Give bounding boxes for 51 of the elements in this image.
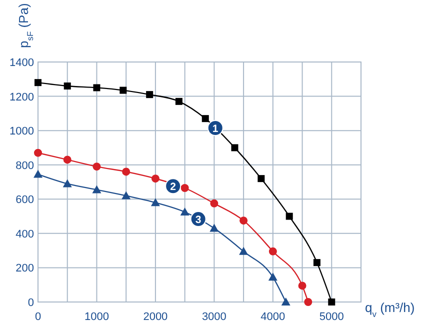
point xyxy=(180,208,190,216)
point xyxy=(63,156,72,164)
point xyxy=(122,168,130,176)
y-tick-label: 800 xyxy=(16,160,34,172)
x-tick-label: 0 xyxy=(34,311,42,323)
y-tick-label: 400 xyxy=(16,228,34,240)
point xyxy=(151,174,160,183)
point xyxy=(92,185,102,194)
point xyxy=(258,175,265,182)
x-tick-label: 1000 xyxy=(84,311,109,323)
x-tick-label: 5000 xyxy=(319,311,344,323)
point xyxy=(175,98,182,105)
x-tick-label: 4000 xyxy=(260,311,286,323)
point xyxy=(268,247,277,256)
y-tick-label: 1000 xyxy=(10,126,34,138)
point xyxy=(210,199,218,208)
y-tick-label: 1400 xyxy=(10,57,34,69)
point xyxy=(239,246,248,255)
point xyxy=(120,86,127,94)
point xyxy=(304,298,312,306)
point xyxy=(313,259,320,266)
point xyxy=(93,84,100,92)
point xyxy=(298,282,306,290)
point xyxy=(202,115,209,122)
y-tick-label: 600 xyxy=(16,194,34,206)
annotation: 2 xyxy=(170,180,176,193)
x-tick-label: 2000 xyxy=(143,311,168,323)
y-tick-label: 0 xyxy=(28,297,34,309)
point xyxy=(328,298,336,306)
point xyxy=(34,148,42,157)
x-tick-label: 3000 xyxy=(202,311,226,323)
point xyxy=(92,162,101,171)
point xyxy=(62,179,72,188)
x-axis-title: q$_{v}$ (m³/h) xyxy=(365,300,415,319)
point xyxy=(146,91,154,98)
point xyxy=(180,184,189,192)
y-tick-label: 1200 xyxy=(10,91,34,104)
point xyxy=(231,144,238,152)
point xyxy=(240,216,248,225)
point xyxy=(150,198,160,206)
annotation: 3 xyxy=(195,214,202,226)
point xyxy=(281,298,290,306)
point xyxy=(34,170,42,178)
point xyxy=(210,224,219,232)
point xyxy=(286,212,293,220)
point xyxy=(34,79,42,86)
point xyxy=(268,272,278,281)
y-tick-label: 200 xyxy=(16,262,34,275)
point xyxy=(64,82,71,90)
point xyxy=(122,191,131,200)
annotation: 1 xyxy=(212,122,218,135)
